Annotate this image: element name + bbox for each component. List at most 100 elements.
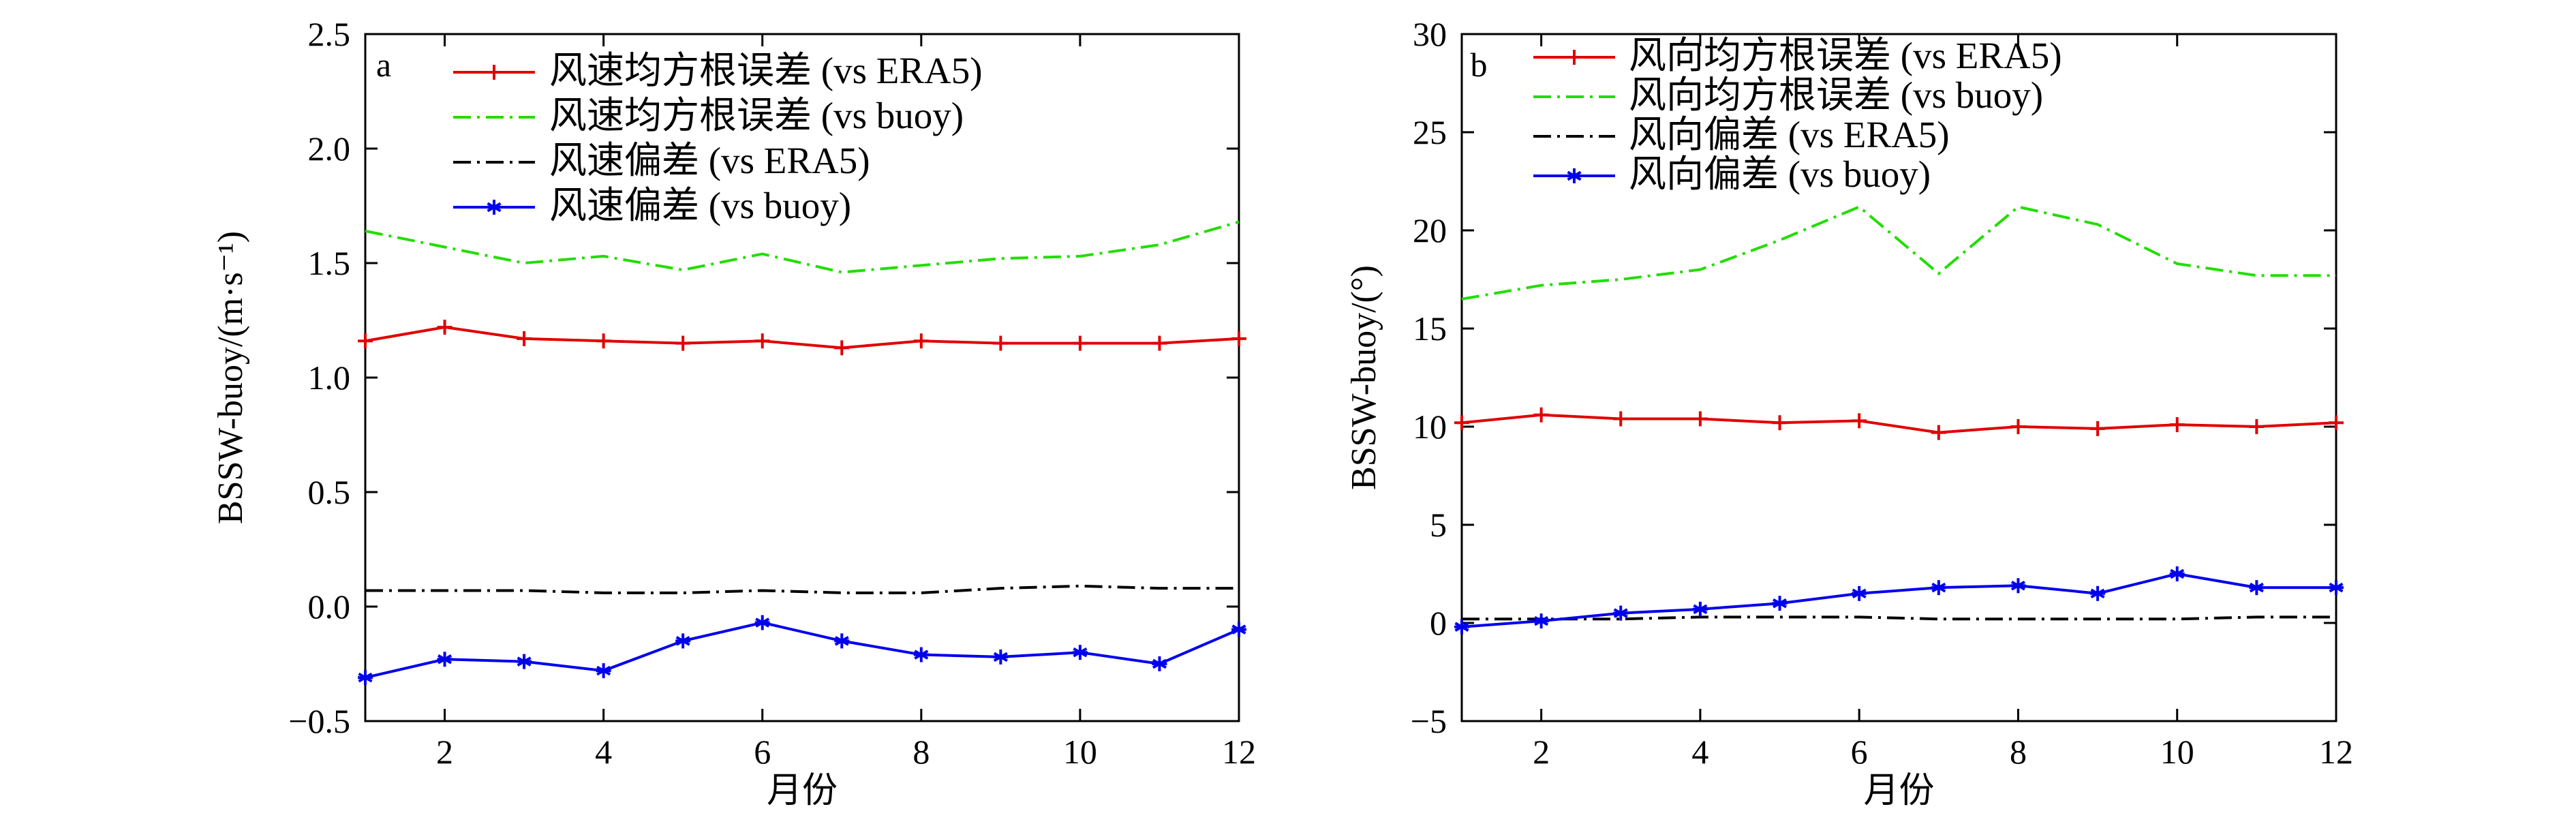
y-tick-label: 25 (1413, 113, 1447, 151)
series-3 (1462, 615, 2336, 621)
data-point (1772, 596, 1788, 611)
series-1 (358, 320, 1246, 356)
y-tick-label: 5 (1430, 506, 1447, 544)
chart-panel-b: −5 0 5 10 15 20 25 30 2 4 6 8 10 12 月份 BSSW-buoy/(°) b 风向… (1345, 15, 2353, 810)
y-tick-label: 2.5 (308, 15, 351, 53)
y-tick-label: 15 (1413, 309, 1447, 348)
data-point (358, 333, 373, 349)
data-point (675, 335, 691, 351)
y-tick-label: 20 (1413, 211, 1447, 249)
series-2 (365, 220, 1240, 274)
y-tick-label: 0.0 (308, 588, 351, 626)
y-axis-title: BSSW-buoy/(m·s⁻¹) (211, 231, 250, 524)
data-point (993, 335, 1009, 351)
data-point (834, 633, 850, 649)
legend-item: 风速偏差 (vs buoy) (453, 185, 851, 226)
legend-label: 风向均方根误差 (vs buoy) (1629, 74, 2043, 116)
data-point (913, 333, 929, 349)
data-point (1454, 415, 1469, 431)
data-point (517, 654, 532, 669)
x-tick-label: 2 (1533, 733, 1550, 771)
data-point (1931, 425, 1946, 440)
data-point (1533, 613, 1549, 629)
x-tick-label: 12 (1222, 733, 1256, 771)
legend: 风向均方根误差 (vs ERA5)风向均方根误差 (vs buoy)风向偏差 (… (1533, 35, 2062, 195)
data-point (1692, 411, 1708, 427)
panel-label: b (1471, 46, 1488, 84)
plot-frame (1460, 33, 2337, 722)
data-point (993, 649, 1009, 665)
y-tick-label: 1.5 (308, 244, 351, 282)
data-point (834, 340, 850, 356)
series-line (1461, 572, 2336, 628)
y-tick-label: −0.5 (288, 702, 350, 740)
series-line (365, 326, 1240, 350)
data-point (1533, 407, 1549, 423)
series-3 (365, 584, 1239, 594)
data-point (2090, 421, 2106, 436)
data-point (1613, 411, 1629, 427)
legend-marker (487, 65, 502, 80)
x-tick-label: 2 (436, 733, 453, 771)
y-axis-title: BSSW-buoy/(°) (1345, 265, 1383, 490)
data-point (1072, 645, 1088, 660)
legend-label: 风速偏差 (vs buoy) (549, 185, 851, 226)
x-tick-label: 12 (2319, 733, 2353, 771)
series-line (365, 584, 1239, 594)
data-point (2169, 417, 2185, 433)
data-point (1152, 335, 1167, 351)
x-tick-label: 10 (2160, 733, 2194, 771)
y-tick-label: 0.5 (308, 473, 351, 511)
legend-label: 风速均方根误差 (vs ERA5) (549, 50, 983, 91)
data-point (1852, 413, 1867, 429)
legend-item: 风向偏差 (vs buoy) (1533, 153, 1931, 195)
x-tick-label: 4 (595, 733, 612, 771)
y-tick-label: 30 (1413, 15, 1447, 53)
y-tick-label: 0 (1430, 604, 1447, 642)
plot-frame (364, 33, 1240, 722)
data-point (1231, 331, 1246, 346)
data-point (913, 647, 929, 662)
data-point (754, 333, 770, 349)
series-1 (1454, 407, 2344, 440)
data-point (2169, 566, 2185, 581)
legend-item: 风速均方根误差 (vs ERA5) (453, 50, 983, 91)
series-line (365, 220, 1240, 274)
legend-item: 风向偏差 (vs ERA5) (1533, 114, 1950, 155)
series-line (1461, 205, 2336, 301)
x-tick-label: 8 (913, 733, 930, 771)
data-point (1231, 622, 1246, 637)
data-point (437, 652, 453, 667)
y-tick-label: −5 (1411, 702, 1447, 740)
legend-label: 风向偏差 (vs ERA5) (1629, 114, 1950, 155)
x-tick-label: 4 (1691, 733, 1708, 771)
x-tick-label: 10 (1063, 733, 1097, 771)
data-point (2329, 580, 2344, 596)
series-4 (358, 615, 1246, 686)
legend-marker (1567, 50, 1582, 65)
data-point (2249, 419, 2265, 434)
legend-item: 风速偏差 (vs ERA5) (453, 140, 870, 181)
panel-label: a (376, 46, 391, 84)
data-point (754, 615, 770, 630)
legend-label: 风向偏差 (vs buoy) (1629, 153, 1931, 195)
data-point (675, 633, 691, 649)
data-point (596, 333, 611, 349)
legend-item: 风向均方根误差 (vs buoy) (1533, 74, 2043, 116)
y-tick-label: 2.0 (308, 129, 351, 168)
data-point (1931, 580, 1946, 596)
legend: 风速均方根误差 (vs ERA5)风速均方根误差 (vs buoy)风速偏差 (… (453, 50, 983, 226)
legend-item: 风速均方根误差 (vs buoy) (453, 95, 964, 136)
legend-marker (1567, 168, 1582, 183)
data-point (1772, 415, 1788, 431)
legend-marker (487, 200, 502, 215)
series-line (1462, 615, 2336, 621)
data-point (1072, 335, 1088, 351)
x-axis-title: 月份 (767, 772, 838, 810)
chart-panel-a: −0.5 0.0 0.5 1.0 1.5 2.0 2.5 2 4 6 8 10 12 月份 BSSW-buo… (211, 15, 1256, 810)
data-point (1852, 585, 1867, 601)
data-point (2010, 578, 2026, 594)
data-point (2090, 585, 2106, 601)
data-point (358, 670, 373, 686)
